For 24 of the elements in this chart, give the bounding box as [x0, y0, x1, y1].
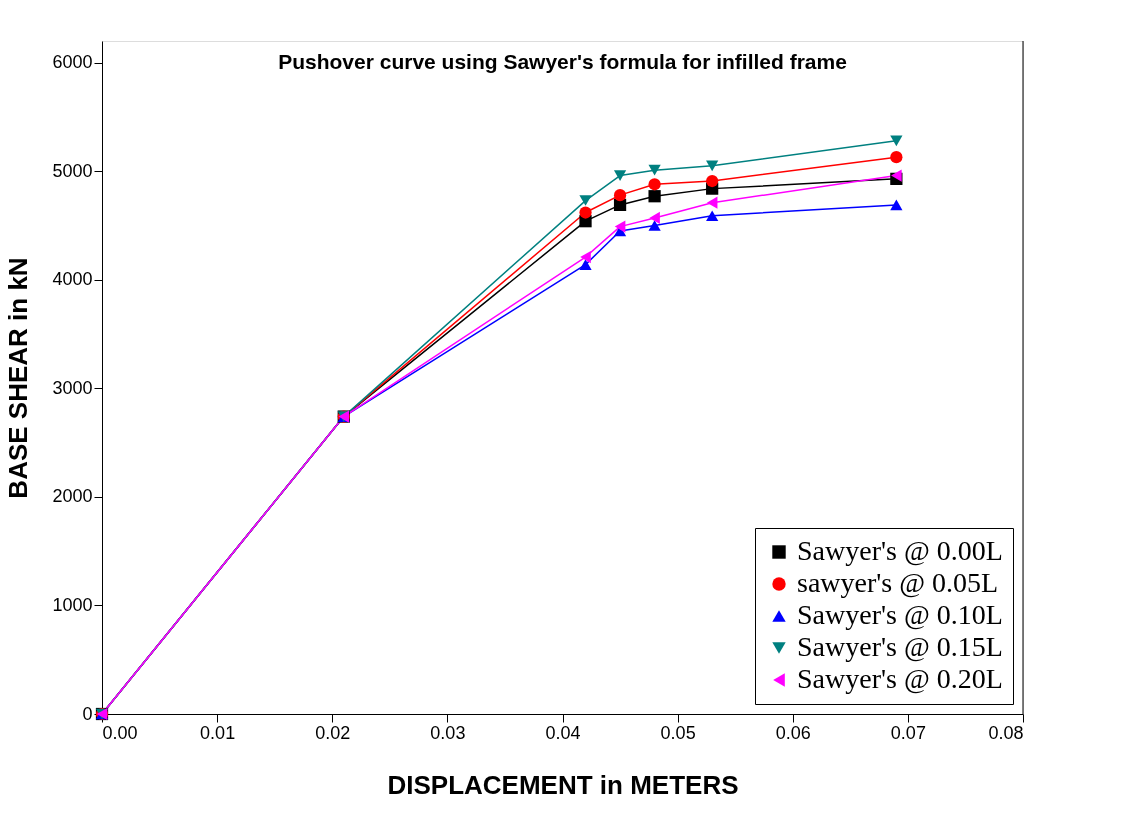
y-tick-label: 5000 [52, 160, 93, 181]
legend-label: Sawyer's @ 0.10L [797, 599, 1003, 630]
y-tick-label: 0 [82, 703, 93, 724]
chart-title: Pushover curve using Sawyer's formula for infilled frame [278, 50, 847, 73]
x-tick-label: 0.04 [545, 722, 581, 743]
x-tick-label: 0.03 [430, 722, 466, 743]
x-tick-label: 0.01 [200, 722, 236, 743]
legend-label: Sawyer's @ 0.20L [797, 663, 1003, 694]
x-tick-label: 0.05 [660, 722, 696, 743]
x-tick-label: 0.07 [890, 722, 926, 743]
legend-label: Sawyer's @ 0.15L [797, 631, 1003, 662]
x-tick-label: 0.00 [102, 722, 138, 743]
y-tick-label: 1000 [52, 594, 93, 615]
y-tick-label: 4000 [52, 269, 93, 290]
legend-label: sawyer's @ 0.05L [797, 567, 999, 598]
x-tick-label: 0.08 [988, 722, 1024, 743]
x-tick-label: 0.02 [315, 722, 351, 743]
y-tick-label: 2000 [52, 486, 93, 507]
y-axis-title: BASE SHEAR in kN [3, 257, 34, 499]
x-axis-title: DISPLACEMENT in METERS [387, 769, 739, 800]
legend-label: Sawyer's @ 0.00L [797, 535, 1003, 566]
x-tick-label: 0.06 [775, 722, 811, 743]
y-tick-label: 3000 [52, 377, 93, 398]
y-tick-label: 6000 [52, 52, 93, 73]
